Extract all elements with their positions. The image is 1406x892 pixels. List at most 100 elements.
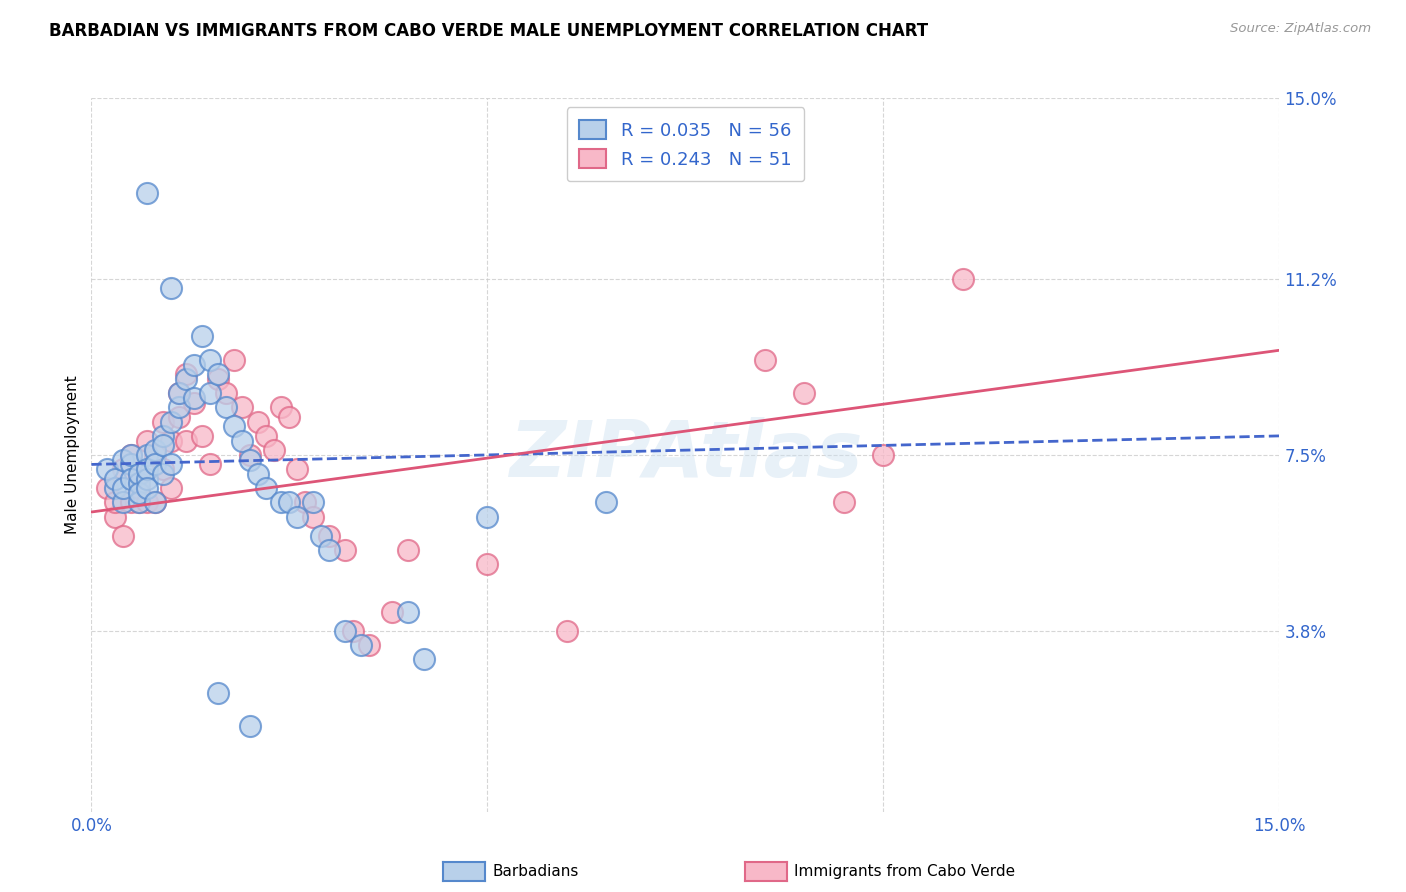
Point <box>278 495 301 509</box>
Point <box>128 467 150 481</box>
Point <box>183 358 205 372</box>
Point <box>135 495 157 509</box>
Text: Immigrants from Cabo Verde: Immigrants from Cabo Verde <box>794 864 1015 879</box>
Point <box>477 509 499 524</box>
Point <box>176 434 198 448</box>
Y-axis label: Male Unemployment: Male Unemployment <box>65 376 80 534</box>
Point <box>120 495 142 509</box>
Point <box>872 448 894 462</box>
Point <box>112 462 135 476</box>
Point <box>120 448 142 462</box>
Point <box>215 386 238 401</box>
Point <box>342 624 364 638</box>
Point <box>231 434 253 448</box>
Point <box>239 719 262 733</box>
Point <box>112 495 135 509</box>
Point <box>318 529 340 543</box>
Point <box>159 481 181 495</box>
Text: ZIPAtlas: ZIPAtlas <box>509 417 862 493</box>
Point <box>793 386 815 401</box>
Point <box>128 495 150 509</box>
Point <box>222 419 245 434</box>
Point <box>176 372 198 386</box>
Point <box>832 495 855 509</box>
Point <box>285 462 308 476</box>
Legend: R = 0.035   N = 56, R = 0.243   N = 51: R = 0.035 N = 56, R = 0.243 N = 51 <box>567 107 804 181</box>
Point <box>239 448 262 462</box>
Point <box>135 186 157 201</box>
Point <box>112 452 135 467</box>
Point <box>200 352 222 367</box>
Point <box>183 391 205 405</box>
Text: Source: ZipAtlas.com: Source: ZipAtlas.com <box>1230 22 1371 36</box>
Point <box>294 495 316 509</box>
Point <box>231 401 253 415</box>
Point <box>239 452 262 467</box>
Point <box>350 638 373 652</box>
Point <box>152 429 174 443</box>
Point <box>135 448 157 462</box>
Point <box>191 329 214 343</box>
Text: Barbadians: Barbadians <box>492 864 578 879</box>
Point <box>952 272 974 286</box>
Point <box>120 448 142 462</box>
Point <box>152 415 174 429</box>
Point <box>159 458 181 472</box>
Point <box>754 352 776 367</box>
Point <box>333 543 356 558</box>
Point <box>263 443 285 458</box>
Point <box>302 495 325 509</box>
Point <box>555 624 578 638</box>
Point <box>333 624 356 638</box>
Point <box>104 509 127 524</box>
Point <box>135 472 157 486</box>
Point <box>396 605 419 619</box>
Point <box>159 434 181 448</box>
Point <box>167 386 190 401</box>
Point <box>413 652 436 666</box>
Point <box>152 467 174 481</box>
Point <box>112 529 135 543</box>
Point <box>595 495 617 509</box>
Point <box>104 472 127 486</box>
Point <box>167 386 190 401</box>
Point <box>135 462 157 476</box>
Point <box>128 467 150 481</box>
Point <box>222 352 245 367</box>
Point <box>176 367 198 381</box>
Point <box>477 558 499 572</box>
Point <box>396 543 419 558</box>
Point <box>357 638 380 652</box>
Point <box>135 434 157 448</box>
Point <box>246 467 269 481</box>
Point <box>318 543 340 558</box>
Point <box>381 605 404 619</box>
Point <box>309 529 332 543</box>
Point <box>207 367 229 381</box>
Point <box>167 401 190 415</box>
Point <box>302 509 325 524</box>
Text: BARBADIAN VS IMMIGRANTS FROM CABO VERDE MALE UNEMPLOYMENT CORRELATION CHART: BARBADIAN VS IMMIGRANTS FROM CABO VERDE … <box>49 22 928 40</box>
Point <box>191 429 214 443</box>
Point <box>285 509 308 524</box>
Point <box>128 495 150 509</box>
Point <box>120 472 142 486</box>
Point <box>270 401 292 415</box>
Point <box>152 438 174 452</box>
Point <box>120 458 142 472</box>
Point <box>104 481 127 495</box>
Point <box>143 443 166 458</box>
Point <box>207 686 229 700</box>
Point <box>200 458 222 472</box>
Point <box>200 386 222 401</box>
Point <box>270 495 292 509</box>
Point <box>207 372 229 386</box>
Point <box>183 395 205 409</box>
Point <box>128 481 150 495</box>
Point <box>135 481 157 495</box>
Point <box>96 481 118 495</box>
Point <box>143 495 166 509</box>
Point <box>215 401 238 415</box>
Point <box>143 458 166 472</box>
Point <box>278 409 301 424</box>
